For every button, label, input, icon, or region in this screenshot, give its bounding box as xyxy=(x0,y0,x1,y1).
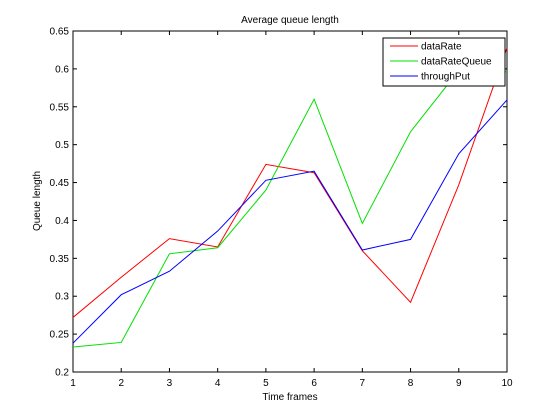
x-tick-label: 5 xyxy=(263,378,269,389)
y-tick-label: 0.45 xyxy=(50,178,70,189)
legend-label-dataRate: dataRate xyxy=(421,42,462,53)
x-tick-label: 7 xyxy=(360,378,366,389)
y-tick-label: 0.4 xyxy=(55,216,69,227)
y-axis-title: Queue length xyxy=(32,171,43,231)
y-tick-label: 0.6 xyxy=(55,64,69,75)
y-tick-label: 0.25 xyxy=(50,330,70,341)
y-tick-label: 0.3 xyxy=(55,292,69,303)
x-tick-label: 8 xyxy=(408,378,414,389)
x-axis-title: Time frames xyxy=(262,392,317,403)
y-tick-label: 0.2 xyxy=(55,368,69,379)
x-tick-label: 3 xyxy=(167,378,173,389)
x-tick-label: 4 xyxy=(215,378,221,389)
y-tick-label: 0.35 xyxy=(50,254,70,265)
x-tick-label: 9 xyxy=(456,378,462,389)
y-tick-label: 0.5 xyxy=(55,140,69,151)
y-tick-label: 0.55 xyxy=(50,102,70,113)
x-tick-label: 6 xyxy=(311,378,317,389)
legend: dataRate dataRateQueue throughPut xyxy=(383,38,505,86)
chart-title: Average queue length xyxy=(241,15,339,26)
legend-label-dataRateQueue: dataRateQueue xyxy=(421,57,492,68)
y-tick-label: 0.65 xyxy=(50,27,70,38)
x-tick-label: 2 xyxy=(118,378,124,389)
legend-label-throughPut: throughPut xyxy=(421,72,470,83)
x-tick-label: 1 xyxy=(70,378,76,389)
x-tick-label: 10 xyxy=(501,378,513,389)
